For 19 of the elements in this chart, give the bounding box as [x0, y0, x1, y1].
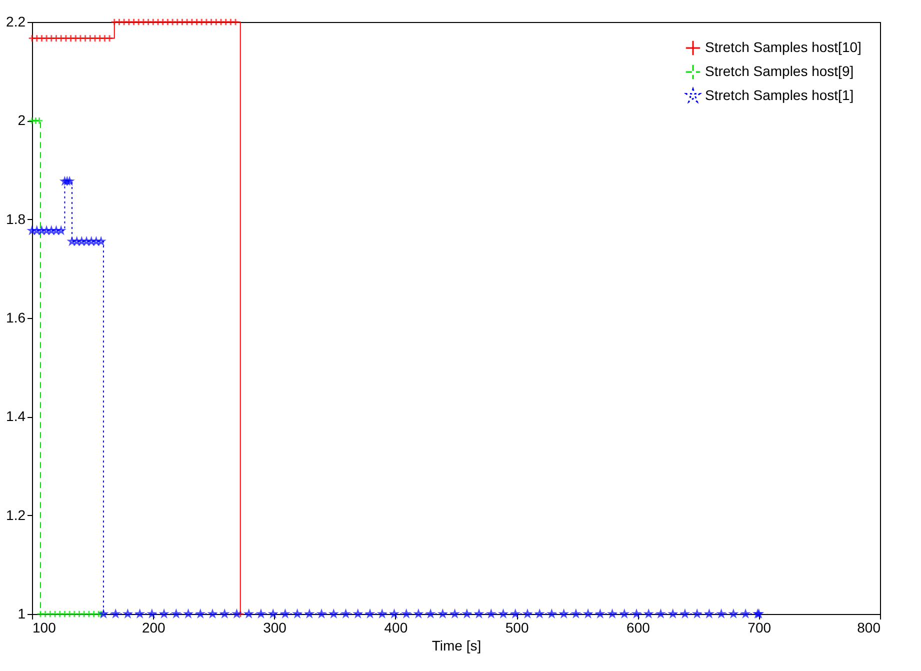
x-tick-label: 700: [748, 620, 772, 636]
x-tick-label: 600: [626, 620, 650, 636]
y-tick-label: 1: [18, 606, 26, 622]
y-tick-label: 1.8: [6, 210, 26, 227]
y-tick-label: 1.2: [6, 506, 26, 523]
x-tick-label: 800: [857, 620, 881, 636]
x-tick-label: 500: [505, 620, 529, 636]
y-tick-label: 1.4: [6, 408, 26, 424]
x-axis-title: Time [s]: [432, 638, 482, 654]
legend-label: Stretch Samples host[9]: [705, 63, 854, 79]
legend-label: Stretch Samples host[10]: [705, 39, 862, 55]
x-tick-label: 100: [32, 620, 56, 636]
y-tick-label: 1.6: [6, 310, 26, 326]
x-tick-label: 200: [142, 620, 166, 636]
y-tick-label: 2.2: [6, 14, 26, 30]
legend-label: Stretch Samples host[1]: [705, 87, 854, 103]
x-tick-label: 300: [263, 620, 287, 636]
x-tick-label: 400: [384, 620, 408, 636]
y-tick-label: 2: [18, 112, 26, 128]
